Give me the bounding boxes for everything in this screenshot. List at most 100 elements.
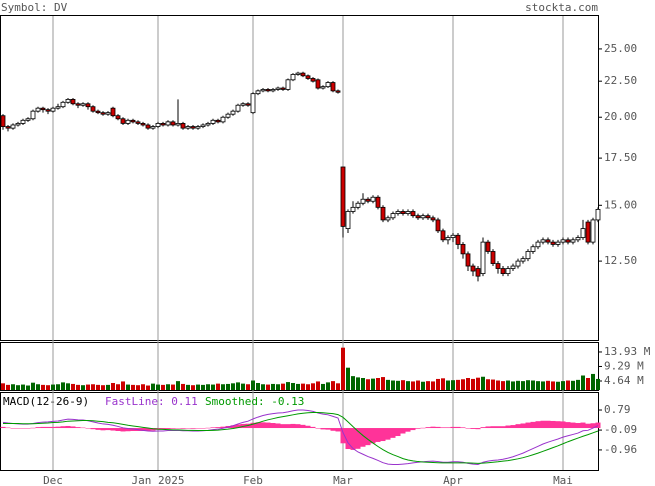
volume-bar — [111, 383, 115, 390]
candle-body — [270, 89, 276, 92]
volume-bar — [46, 385, 50, 390]
candle-body — [60, 101, 66, 108]
histogram-bar — [50, 426, 56, 429]
candle-body — [190, 126, 196, 129]
histogram-bar — [80, 427, 86, 429]
histogram-bar — [310, 426, 316, 429]
candle-body — [225, 113, 231, 118]
volume-bar — [321, 383, 325, 390]
histogram-bar — [510, 425, 516, 429]
histogram-bar — [195, 428, 201, 429]
histogram-bar — [580, 422, 586, 429]
candle-body — [160, 123, 166, 126]
volume-bar — [331, 381, 335, 390]
histogram-bar — [295, 424, 301, 429]
histogram-bar — [300, 424, 306, 429]
histogram-bar — [85, 428, 91, 429]
volume-bar — [411, 381, 415, 390]
volume-bar — [326, 382, 330, 390]
source: stockta.com — [525, 1, 598, 14]
candle-body — [560, 239, 566, 243]
candle-body — [525, 251, 531, 260]
candle-body — [420, 215, 426, 219]
volume-bar — [156, 384, 160, 390]
volume-bar — [211, 384, 215, 390]
candle-body — [375, 196, 381, 208]
histogram-bar — [495, 426, 501, 429]
histogram-bar — [470, 428, 476, 429]
volume-bar — [311, 383, 315, 390]
volume-bar — [101, 385, 105, 390]
candle-body — [105, 112, 111, 115]
histogram-bar — [90, 428, 96, 430]
volume-bar — [341, 347, 345, 390]
volume-bar — [361, 378, 365, 390]
histogram-bar — [35, 427, 41, 429]
candle-body — [245, 103, 251, 106]
candle-body — [110, 107, 116, 117]
volume-bar — [146, 385, 150, 390]
volume-bar — [456, 379, 460, 390]
candle-body — [285, 79, 291, 90]
volume-bar — [281, 383, 285, 390]
volume-bar — [36, 384, 40, 390]
candle-body — [145, 124, 151, 129]
histogram-bar — [210, 427, 216, 429]
volume-bar — [256, 383, 260, 390]
volume-bar — [196, 384, 200, 390]
histogram-bar — [175, 428, 181, 429]
histogram-bar — [560, 421, 566, 429]
candle-body — [180, 123, 186, 129]
volume-bar — [541, 381, 545, 390]
histogram-bar — [465, 428, 471, 429]
y-tick-label: 17.50 — [604, 151, 637, 164]
volume-bar — [126, 384, 130, 390]
candle-body — [495, 263, 501, 269]
histogram-bar — [530, 421, 536, 429]
histogram-bar — [565, 422, 571, 429]
legend-entry: Smoothed: -0.13 — [205, 395, 304, 408]
volume-bar — [476, 377, 480, 390]
candle-body — [220, 116, 226, 123]
histogram-bar — [5, 427, 11, 429]
y-tick-label: 22.50 — [604, 74, 637, 87]
volume-bar — [166, 384, 170, 390]
volume-bar — [76, 384, 80, 390]
volume-bar — [401, 380, 405, 390]
volume-bar — [291, 383, 295, 390]
histogram-bar — [475, 428, 481, 430]
histogram-bar — [485, 426, 491, 429]
volume-bar — [441, 378, 445, 390]
histogram-bar — [25, 428, 31, 429]
candle-body — [440, 230, 446, 241]
volume-bar — [206, 384, 210, 390]
volume-bar — [301, 383, 305, 390]
volume-bar — [336, 383, 340, 390]
volume-bar — [191, 385, 195, 390]
volume-bar — [426, 381, 430, 390]
candle-body — [305, 75, 311, 79]
candle-body — [405, 211, 411, 214]
histogram-bar — [450, 426, 456, 429]
candle-body — [445, 237, 451, 241]
candle-body — [520, 258, 526, 262]
candle-body — [115, 115, 121, 120]
histogram-bar — [305, 425, 311, 429]
candle-body — [35, 107, 41, 112]
volume-bar — [421, 381, 425, 390]
volume-bar — [86, 384, 90, 390]
candle-body — [230, 110, 236, 115]
legend-entry: FastLine: 0.11 — [105, 395, 198, 408]
volume-bar — [121, 381, 125, 390]
histogram-bar — [345, 428, 351, 450]
candle-body — [240, 103, 246, 106]
volume-bar — [271, 383, 275, 390]
volume-bar — [276, 384, 280, 390]
volume-bar — [436, 378, 440, 390]
candle-body — [425, 215, 431, 219]
candle-body — [165, 121, 171, 126]
y-tick-label: 4.64 M — [604, 374, 644, 387]
candle-body — [580, 228, 586, 238]
histogram-bar — [370, 428, 376, 444]
histogram-bar — [15, 428, 21, 429]
